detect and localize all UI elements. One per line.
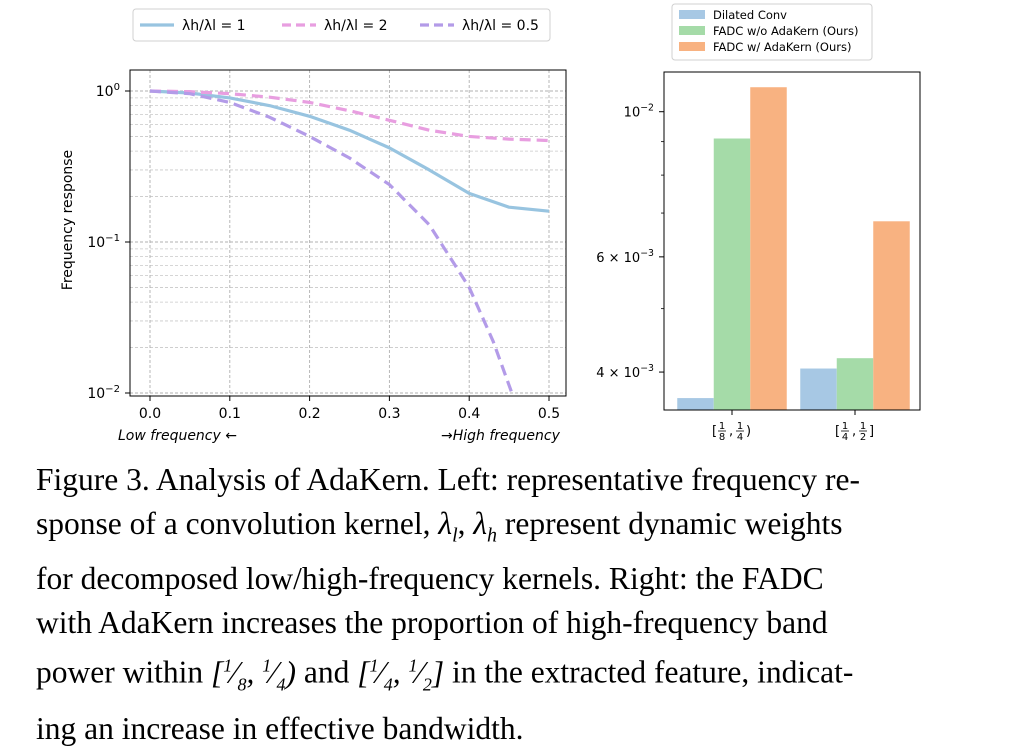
numerator: 1 (842, 421, 848, 432)
figure: 100 10−1 10−2 0.0 0.1 0.2 0.3 0.4 0.5 Low frequen… (60, 3, 921, 444)
legend-label: FADC w/ AdaKern (Ours) (713, 40, 851, 54)
bracket: [ (835, 424, 840, 439)
y-tick-label: 100 (96, 82, 120, 100)
legend-box (671, 3, 873, 61)
frequency-response-plot: 100 10−1 10−2 0.0 0.1 0.2 0.3 0.4 0.5 Low frequen… (60, 8, 567, 444)
x-tick-label: [14, 12] (835, 421, 874, 443)
interval-1-8-1-4: [1⁄8, 1⁄4) (210, 654, 297, 695)
bracket: [ (712, 424, 717, 439)
x-tick-label: 0.5 (538, 406, 560, 422)
caption-line: power within [1⁄8, 1⁄4) and [1⁄4, 1⁄2] i… (36, 654, 854, 695)
x-tick-label: 0.0 (139, 406, 161, 422)
y-tick-label: 4 × 10−3 (596, 363, 654, 381)
caption-line: Figure 3. Analysis of AdaKern. Left: rep… (36, 462, 860, 497)
series-line (149, 89, 515, 397)
caption-line: sponse of a convolution kernel, λl, λh r… (36, 505, 843, 546)
x-tick-label: 0.4 (458, 406, 480, 422)
caption-line: for decomposed low/high-frequency kernel… (36, 561, 824, 597)
y-tick-label: 6 × 10−3 (596, 248, 654, 266)
x-tick-label: 0.3 (378, 406, 400, 422)
bracket: ] (869, 424, 874, 439)
figure-caption: Figure 3. Analysis of AdaKern. Left: rep… (36, 458, 982, 750)
legend-label: λh/λl = 2 (324, 18, 388, 34)
comma: , (729, 424, 733, 439)
x-tick-label: 0.1 (219, 406, 241, 422)
bar (836, 358, 874, 410)
bar (873, 221, 910, 410)
numerator: 1 (860, 421, 866, 432)
legend-swatch (679, 26, 705, 35)
y-axis-label: Frequency response (60, 150, 76, 290)
x-tick-label: [18, 14) (712, 421, 751, 443)
y-tick-label: 10−2 (87, 384, 120, 402)
bar (713, 138, 751, 410)
caption-line: ing an increase in effective bandwidth. (36, 710, 524, 746)
plot-frame (129, 69, 567, 397)
series-line (149, 89, 550, 213)
legend-swatch (679, 42, 705, 51)
legend-label: λh/λl = 0.5 (462, 18, 539, 34)
bracket: ) (746, 424, 751, 439)
comma: , (852, 424, 856, 439)
band-power-bar-chart: 10−26 × 10−34 × 10−3[18, 14)[14, 12]Dilate… (596, 3, 921, 443)
legend-label: Dilated Conv (713, 8, 787, 22)
caption-line: with AdaKern increases the proportion of… (36, 604, 828, 640)
legend-label: λh/λl = 1 (182, 18, 246, 34)
legend-label: FADC w/o AdaKern (Ours) (713, 24, 859, 38)
denominator: 8 (719, 432, 725, 443)
x-axis-label-high: →High frequency (441, 428, 561, 444)
bar (800, 368, 837, 410)
y-tick-label: 10−2 (624, 103, 654, 121)
legend-box (132, 8, 551, 42)
y-tick-label: 10−1 (87, 233, 120, 251)
bar (677, 398, 714, 410)
denominator: 2 (860, 432, 866, 443)
numerator: 1 (719, 421, 725, 432)
bar (750, 87, 787, 411)
numerator: 1 (737, 421, 743, 432)
interval-1-4-1-2: [1⁄4, 1⁄2] (357, 654, 445, 695)
denominator: 4 (737, 432, 743, 443)
legend-swatch (679, 10, 705, 19)
plot-frame (663, 71, 921, 411)
denominator: 4 (842, 432, 848, 443)
x-tick-label: 0.2 (298, 406, 320, 422)
x-axis-label-low: Low frequency ← (118, 428, 237, 444)
